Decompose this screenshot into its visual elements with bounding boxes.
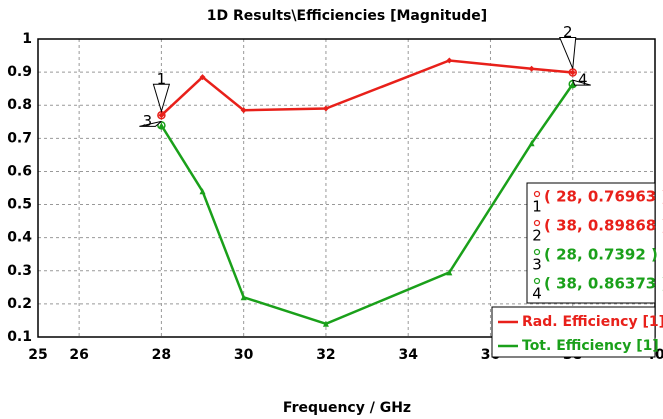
- y-tick-label: 0.6: [7, 163, 32, 179]
- marker-label: 2: [563, 23, 573, 41]
- y-tick-label: 0.4: [7, 230, 32, 246]
- point-marker: [528, 140, 535, 147]
- x-tick-label: 32: [316, 347, 335, 363]
- point-marker: [240, 107, 247, 114]
- marker-flag: [139, 120, 162, 127]
- y-tick-label: 0.8: [7, 97, 32, 113]
- x-axis-label: Frequency / GHz: [283, 400, 411, 416]
- marker-info-number: 4: [532, 285, 542, 303]
- marker-info-text: ( 38, 0.86373 ): [544, 275, 663, 293]
- x-tick-label: 26: [69, 347, 88, 363]
- x-tick-label: 34: [398, 347, 418, 363]
- marker-point: [568, 68, 577, 77]
- point-marker: [199, 188, 206, 195]
- marker-info-icon: [533, 190, 541, 198]
- marker-info-icon: [533, 219, 541, 227]
- point-marker: [158, 112, 165, 119]
- marker-label: 4: [578, 71, 588, 89]
- y-tick-label: 1: [22, 31, 32, 47]
- point-marker: [569, 81, 576, 88]
- legend-label: Rad. Efficiency [1]: [522, 314, 663, 330]
- legend-label: Tot. Efficiency [1]: [522, 338, 659, 354]
- x-tick-label: 25: [28, 347, 47, 363]
- marker-info-text: ( 38, 0.89868 ): [544, 217, 663, 235]
- marker-info-number: 2: [532, 227, 542, 245]
- marker-flag: [558, 37, 577, 69]
- series-line: [160, 59, 573, 117]
- point-marker: [322, 105, 329, 112]
- y-tick-label: 0.1: [7, 329, 32, 345]
- marker-info-box: [526, 182, 656, 304]
- point-marker: [528, 65, 535, 72]
- y-tick-label: 0.3: [7, 263, 32, 279]
- series-line: [160, 83, 574, 326]
- marker-info-text: ( 28, 0.7392 ): [544, 246, 658, 264]
- point-marker: [322, 320, 329, 327]
- marker-label: 1: [157, 70, 167, 88]
- point-marker: [240, 294, 247, 301]
- point-marker: [446, 57, 453, 64]
- legend-box: [491, 306, 656, 358]
- marker-info-number: 3: [532, 256, 542, 274]
- point-marker: [569, 69, 576, 76]
- x-tick-label: 30: [234, 347, 254, 363]
- point-marker: [446, 269, 453, 276]
- marker-info-number: 1: [532, 198, 542, 216]
- marker-info-icon: [533, 248, 541, 256]
- marker-flag: [152, 83, 171, 114]
- point-marker: [199, 74, 206, 81]
- point-marker: [158, 122, 165, 129]
- y-tick-label: 0.7: [7, 130, 32, 146]
- marker-info-icon: [533, 277, 541, 285]
- y-tick-label: 0.9: [7, 64, 32, 80]
- marker-info-text: ( 28, 0.76963 ): [544, 188, 663, 206]
- x-tick-label: 28: [152, 347, 171, 363]
- marker-flag: [571, 79, 591, 86]
- chart-title: 1D Results\Efficiencies [Magnitude]: [207, 8, 487, 24]
- y-tick-label: 0.5: [7, 197, 32, 213]
- y-tick-label: 0.2: [7, 296, 32, 312]
- marker-label: 3: [143, 112, 153, 130]
